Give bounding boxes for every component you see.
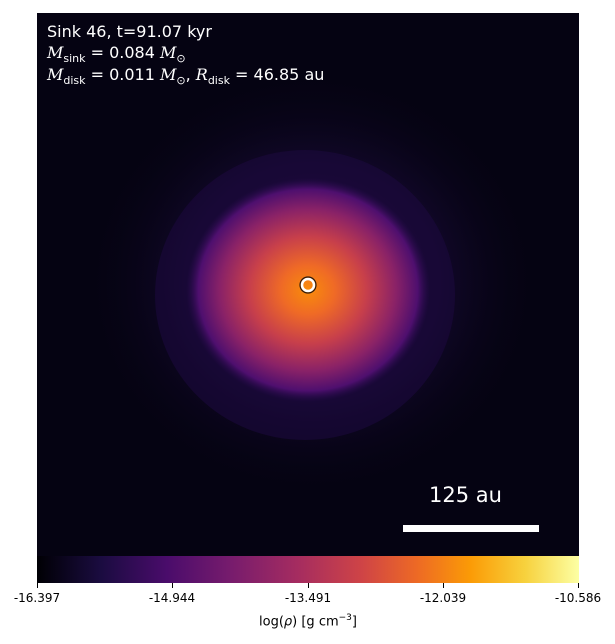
colorbar-tick-label: -16.397 [13, 591, 61, 605]
sink-marker-outline [299, 276, 317, 294]
sink-mass-label: Msink = 0.084 M⊙ [47, 43, 186, 66]
scale-bar [403, 525, 539, 532]
sink-marker [300, 277, 316, 293]
colorbar-label: log(ρ) [g cm−3] [259, 613, 357, 630]
colorbar-tick [308, 583, 309, 588]
colorbar-tick [443, 583, 444, 588]
disk-properties-label: Mdisk = 0.011 M⊙, Rdisk = 46.85 au [47, 65, 325, 88]
colorbar-tick-label: -12.039 [419, 591, 467, 605]
colorbar-tick-label: -10.586 [554, 591, 602, 605]
colorbar-tick [578, 583, 579, 588]
colorbar-tick-label: -13.491 [284, 591, 332, 605]
sink-label: Sink 46, t=91.07 kyr [47, 22, 212, 41]
colorbar-tick [172, 583, 173, 588]
colorbar-tick-label: -14.944 [148, 591, 196, 605]
density-map: Sink 46, t=91.07 kyr Msink = 0.084 M⊙ Md… [37, 13, 579, 556]
density-field [37, 13, 579, 556]
colorbar [37, 556, 579, 583]
scale-bar-label: 125 au [429, 483, 502, 507]
colorbar-tick [37, 583, 38, 588]
